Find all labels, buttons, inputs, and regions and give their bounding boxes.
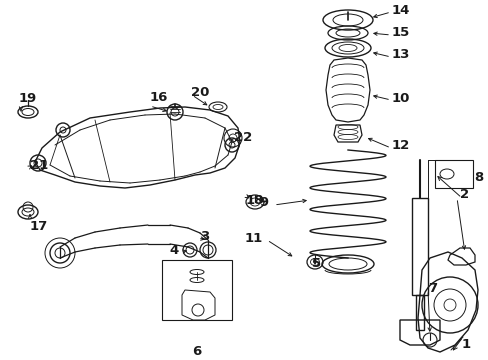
Text: 17: 17: [30, 220, 48, 233]
Text: 8: 8: [473, 171, 482, 184]
Text: 22: 22: [234, 131, 252, 144]
Text: 12: 12: [391, 139, 409, 153]
Text: 6: 6: [192, 345, 201, 358]
Bar: [162, 260, 231, 320]
Text: 20: 20: [191, 86, 209, 99]
Text: 21: 21: [30, 159, 48, 172]
Text: 11: 11: [244, 231, 263, 244]
Text: 1: 1: [461, 338, 470, 351]
Text: 5: 5: [311, 257, 321, 270]
Text: 10: 10: [391, 91, 409, 104]
Text: 2: 2: [459, 189, 468, 202]
Text: 16: 16: [150, 91, 168, 104]
Text: 9: 9: [258, 197, 267, 210]
Text: 7: 7: [427, 282, 436, 294]
Text: 15: 15: [391, 27, 409, 40]
Text: 18: 18: [245, 194, 264, 207]
Text: 3: 3: [200, 230, 209, 243]
Text: 19: 19: [19, 92, 37, 105]
Text: 14: 14: [391, 4, 409, 17]
Text: 13: 13: [391, 49, 409, 62]
Text: 4: 4: [169, 243, 179, 256]
